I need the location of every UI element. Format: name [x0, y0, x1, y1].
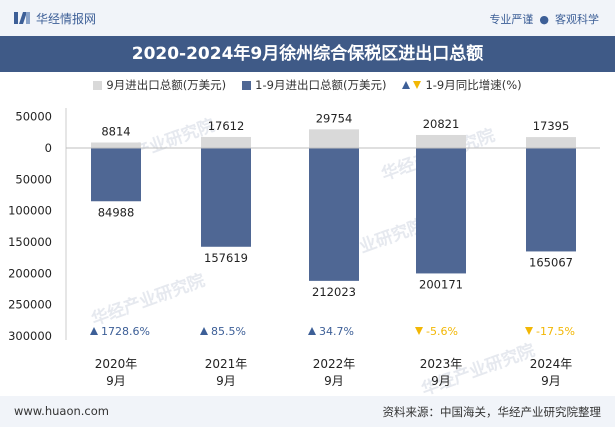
- growth-triangle-4: [525, 327, 533, 335]
- y-tick-label-6: 250000: [8, 298, 52, 312]
- y-tick-label-0: 50000: [15, 110, 52, 124]
- bar-cumulative-4: [526, 148, 576, 252]
- legend-item-monthly: 9月进出口总额(万美元): [93, 77, 226, 93]
- legend-label-monthly: 9月进出口总额(万美元): [106, 78, 227, 92]
- x-tick-label-line1-4: 2024年: [530, 357, 573, 371]
- bar-cumulative-3: [416, 148, 466, 274]
- legend-growth-triangles-icon: [402, 81, 422, 89]
- brand[interactable]: 华经情报网: [14, 9, 96, 27]
- data-label-cumulative-2: 212023: [312, 285, 356, 299]
- y-tick-label-7: 300000: [8, 329, 52, 343]
- legend-swatch-monthly: [93, 80, 103, 90]
- data-label-cumulative-3: 200171: [419, 277, 463, 291]
- growth-label-4: -17.5%: [536, 325, 575, 338]
- y-tick-label-2: 50000: [15, 172, 52, 186]
- x-tick-label-line2-3: 9月: [431, 374, 451, 388]
- x-tick-label-line1-3: 2023年: [420, 357, 463, 371]
- bar-monthly-3: [416, 134, 466, 148]
- growth-label-1: 85.5%: [211, 325, 246, 338]
- watermark-3: 华经产业研究院: [89, 270, 208, 330]
- growth-triangle-1: [200, 327, 208, 335]
- growth-triangle-0: [90, 327, 98, 335]
- data-label-monthly-3: 20821: [423, 117, 460, 131]
- bar-monthly-1: [201, 136, 251, 148]
- data-label-cumulative-1: 157619: [204, 251, 248, 265]
- growth-label-0: 1728.6%: [101, 325, 150, 338]
- growth-label-3: -5.6%: [426, 325, 458, 338]
- chart-title: 2020-2024年9月徐州综合保税区进出口总额: [131, 44, 484, 64]
- data-label-monthly-2: 29754: [316, 111, 353, 125]
- slogan-dot: ●: [539, 13, 549, 26]
- x-tick-label-line1-2: 2022年: [313, 357, 356, 371]
- bar-cumulative-0: [91, 148, 141, 202]
- bar-cumulative-1: [201, 148, 251, 247]
- x-tick-label-line1-0: 2020年: [95, 357, 138, 371]
- data-label-cumulative-0: 84988: [98, 205, 135, 219]
- legend-label-cumulative: 1-9月进出口总额(万美元): [255, 78, 387, 92]
- legend-label-growth: 1-9月同比增速(%): [425, 78, 522, 92]
- x-tick-label-line1-1: 2021年: [205, 357, 248, 371]
- bar-monthly-0: [91, 142, 141, 148]
- data-label-cumulative-4: 165067: [529, 255, 573, 269]
- brand-logo-icon: [14, 12, 30, 24]
- data-label-monthly-4: 17395: [533, 119, 570, 133]
- slogan: 专业严谨 ● 客观科学: [489, 11, 599, 27]
- footer-source: 资料来源：中国海关，华经产业研究院整理: [382, 405, 602, 419]
- y-tick-label-1: 0: [45, 141, 52, 155]
- growth-triangle-2: [308, 327, 316, 335]
- slogan-left: 专业严谨: [489, 13, 534, 26]
- growth-label-2: 34.7%: [319, 325, 354, 338]
- legend-item-growth: 1-9月同比增速(%): [402, 77, 522, 93]
- bar-monthly-4: [526, 137, 576, 148]
- growth-triangle-3: [415, 327, 423, 335]
- y-tick-label-5: 200000: [8, 266, 52, 280]
- top-bar: 华经情报网 专业严谨 ● 客观科学: [0, 0, 615, 36]
- bar-cumulative-2: [309, 148, 359, 281]
- x-tick-label-line2-4: 9月: [541, 374, 561, 388]
- title-bar: 2020-2024年9月徐州综合保税区进出口总额: [0, 36, 615, 72]
- brand-name: 华经情报网: [36, 11, 97, 26]
- footer-url[interactable]: www.huaon.com: [14, 404, 109, 418]
- data-label-monthly-1: 17612: [208, 119, 245, 133]
- legend-swatch-cumulative: [242, 80, 252, 90]
- x-tick-label-line2-2: 9月: [324, 374, 344, 388]
- slogan-right: 客观科学: [555, 13, 599, 26]
- y-tick-label-3: 100000: [8, 204, 52, 218]
- legend-item-cumulative: 1-9月进出口总额(万美元): [242, 77, 386, 93]
- chart-legend: 9月进出口总额(万美元) 1-9月进出口总额(万美元) 1-9月同比增速(%): [0, 76, 615, 94]
- data-label-monthly-0: 8814: [101, 124, 130, 138]
- footer-bar: www.huaon.com 资料来源：中国海关，华经产业研究院整理: [0, 396, 615, 427]
- bar-monthly-2: [309, 129, 359, 148]
- x-tick-label-line2-1: 9月: [216, 374, 236, 388]
- x-tick-label-line2-0: 9月: [106, 374, 126, 388]
- y-tick-label-4: 150000: [8, 235, 52, 249]
